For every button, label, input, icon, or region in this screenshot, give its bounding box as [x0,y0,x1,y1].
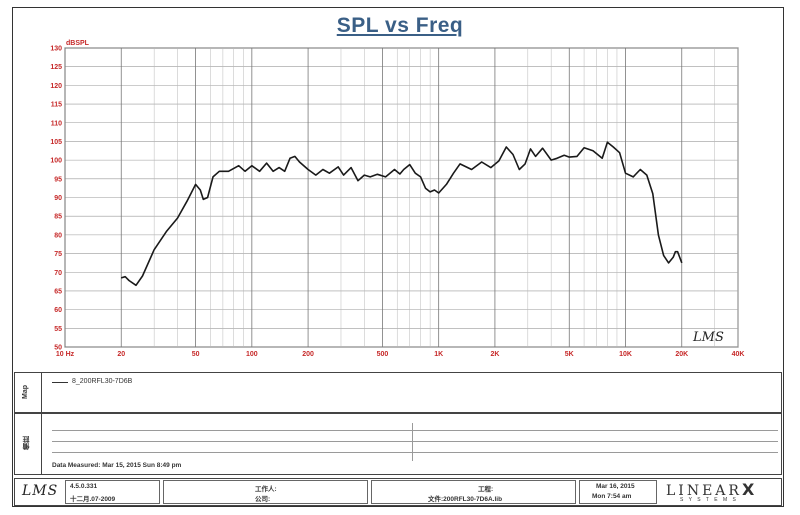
legend-swatch [52,382,68,383]
x-tick-label: 10K [619,351,632,358]
linearx-logo-text: LINEAR [666,483,742,499]
x-tick-label: 100 [246,351,258,358]
footer-version-cell [65,480,160,504]
y-tick-label: 70 [54,270,62,277]
y-tick-label: 110 [51,120,62,127]
x-tick-label: 200 [302,351,314,358]
linearx-logo-x: X [741,480,758,499]
linearx-logo-sub: S Y S T E M S [680,497,738,503]
y-tick-label: 60 [54,307,62,314]
y-tick-label: 95 [54,176,62,183]
x-tick-label: 50 [192,351,200,358]
data-measured-text: Data Measured: Mar 15, 2015 Sun 8:49 pm [52,462,182,469]
footer-lms-logo: LMS [22,483,59,499]
y-tick-label: 65 [54,288,62,295]
footer-date: Mar 16, 2015 [596,483,635,490]
y-tick-label: 90 [54,195,62,202]
spl-curve [120,141,683,287]
legend-entry: 8_200RFL30-7D6B [72,378,133,385]
y-tick-label: 105 [50,139,62,146]
footer-version-date: 十二月.07-2009 [70,496,116,503]
y-tick-label: 80 [54,232,62,239]
chart-lms-logo: LMS [692,330,724,345]
y-tick-label: 85 [54,214,62,221]
y-tick-label: 115 [51,102,62,109]
y-axis-label: dBSPL [66,40,90,47]
footer-project-label: 工程: [478,486,494,493]
legend-side-cell [14,372,42,413]
x-tick-label: 20K [675,351,688,358]
notes-side-cell [14,413,42,475]
footer-project-cell [371,480,576,504]
footer-file-label: 文件:200RFL30-7D6A.lib [428,496,503,503]
notes-panel [14,413,782,475]
y-tick-label: 125 [50,64,62,71]
chart-title: SPL vs Freq [336,14,464,37]
footer-version: 4.5.0.331 [70,483,98,490]
y-tick-label: 120 [50,83,62,90]
y-tick-label: 100 [50,158,62,165]
legend-side-label: Map [22,385,29,399]
notes-line-1 [52,430,778,431]
notes-line-2 [52,441,778,442]
chart-frame [12,7,784,507]
notes-divider [412,423,413,461]
linearx-logo: LINEARX [666,480,757,499]
notes-line-3 [52,452,778,453]
x-tick-label: 5K [565,351,574,358]
y-tick-label: 130 [50,46,62,53]
footer-company-label: 公司: [255,496,271,503]
x-tick-label: 20 [117,351,125,358]
footer-person-label: 工作人: [255,486,277,493]
notes-side-label: 備註 [23,436,30,450]
footer-date-cell [579,480,657,504]
y-tick-label: 55 [54,326,62,333]
x-tick-label: 40K [732,351,745,358]
y-tick-label: 75 [54,251,62,258]
x-tick-label: 2K [490,351,499,358]
y-tick-label: 50 [54,345,62,352]
x-tick-label: 1K [434,351,443,358]
legend-panel [14,372,782,413]
x-tick-label: 500 [377,351,389,358]
footer-time: Mon 7:54 am [592,493,632,500]
x-tick-label: 10 Hz [56,351,75,358]
footer-person-cell [163,480,368,504]
